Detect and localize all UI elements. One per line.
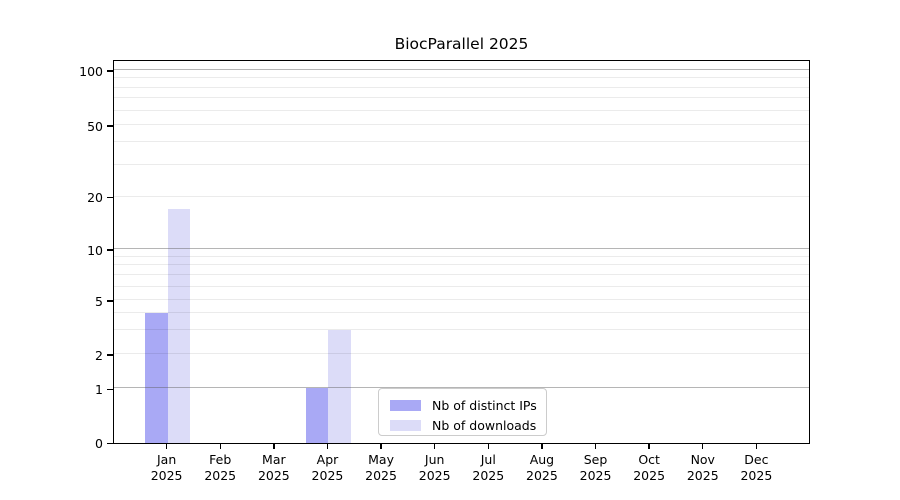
x-tick-label: Jun 2025 [418, 451, 451, 483]
x-tick-mark [594, 443, 597, 449]
x-tick-mark [219, 443, 221, 449]
y-tick-mark [107, 442, 113, 445]
x-tick-mark [165, 443, 168, 449]
x-tick-mark [755, 443, 758, 449]
plot-area [113, 60, 810, 444]
legend: Nb of distinct IPs Nb of downloads [378, 388, 547, 436]
x-tick-label: Dec 2025 [740, 451, 773, 483]
gridline-minor [114, 109, 809, 111]
bar-downloads [167, 208, 190, 443]
gridline-major [114, 69, 809, 70]
legend-swatch-distinct-ips [390, 399, 421, 411]
x-tick-mark [541, 443, 543, 449]
bar-distinct-ips [306, 388, 329, 443]
y-tick-label: 50 [87, 118, 103, 134]
x-tick-mark [273, 443, 275, 449]
x-tick-label: Feb 2025 [204, 451, 237, 483]
gridline-minor [114, 124, 809, 125]
gridline-major [114, 248, 809, 249]
y-tick-label: 20 [87, 190, 103, 205]
y-tick-mark [107, 70, 113, 72]
chart-title: BiocParallel 2025 [394, 35, 529, 53]
x-tick-mark [380, 443, 382, 449]
x-tick-mark [648, 443, 650, 449]
gridline-minor [114, 86, 809, 88]
x-tick-label: Apr 2025 [311, 451, 344, 483]
x-tick-label: Jul 2025 [472, 451, 505, 483]
x-tick-label: May 2025 [365, 451, 397, 483]
gridline-minor [114, 255, 809, 257]
y-tick-mark [107, 249, 113, 251]
y-tick-label: 100 [79, 63, 103, 79]
gridline-minor [114, 285, 809, 287]
gridline-minor [114, 97, 809, 99]
y-tick-label: 5 [95, 293, 103, 309]
gridline-minor [114, 163, 809, 165]
x-tick-mark [433, 443, 436, 449]
y-tick-label: 2 [95, 347, 103, 363]
y-tick-mark [107, 196, 113, 199]
x-tick-label: Oct 2025 [633, 451, 666, 483]
gridline-minor [114, 299, 809, 300]
x-tick-mark [702, 443, 704, 449]
gridline-minor [114, 195, 809, 197]
x-tick-mark [487, 443, 489, 449]
y-tick-mark [107, 388, 113, 390]
legend-swatch-downloads [390, 419, 421, 431]
bar-distinct-ips [145, 313, 168, 443]
y-tick-label: 1 [95, 381, 103, 397]
legend-label: Nb of downloads [432, 417, 537, 433]
x-tick-label: Nov 2025 [686, 451, 719, 483]
y-tick-mark [107, 354, 113, 356]
x-tick-label: Jan 2025 [150, 451, 183, 483]
y-tick-mark [107, 300, 113, 302]
x-tick-mark [326, 443, 329, 449]
gridline-minor [114, 77, 809, 79]
gridline-minor [114, 264, 809, 266]
y-tick-mark [107, 125, 113, 127]
x-tick-label: Aug 2025 [526, 451, 558, 483]
gridline-minor [114, 312, 809, 314]
legend-label: Nb of distinct IPs [432, 397, 537, 413]
gridline-minor [114, 141, 809, 143]
legend-row: Nb of downloads [379, 415, 546, 435]
gridline-minor [114, 353, 809, 354]
gridline-major [114, 387, 809, 389]
gridline-minor [114, 274, 809, 276]
gridline-minor [114, 329, 809, 331]
y-tick-label: 0 [95, 436, 103, 451]
legend-row: Nb of distinct IPs [379, 395, 546, 415]
bar-downloads [328, 330, 351, 443]
x-tick-label: Mar 2025 [257, 451, 290, 483]
y-tick-label: 10 [87, 242, 103, 258]
x-tick-label: Sep 2025 [579, 451, 612, 483]
